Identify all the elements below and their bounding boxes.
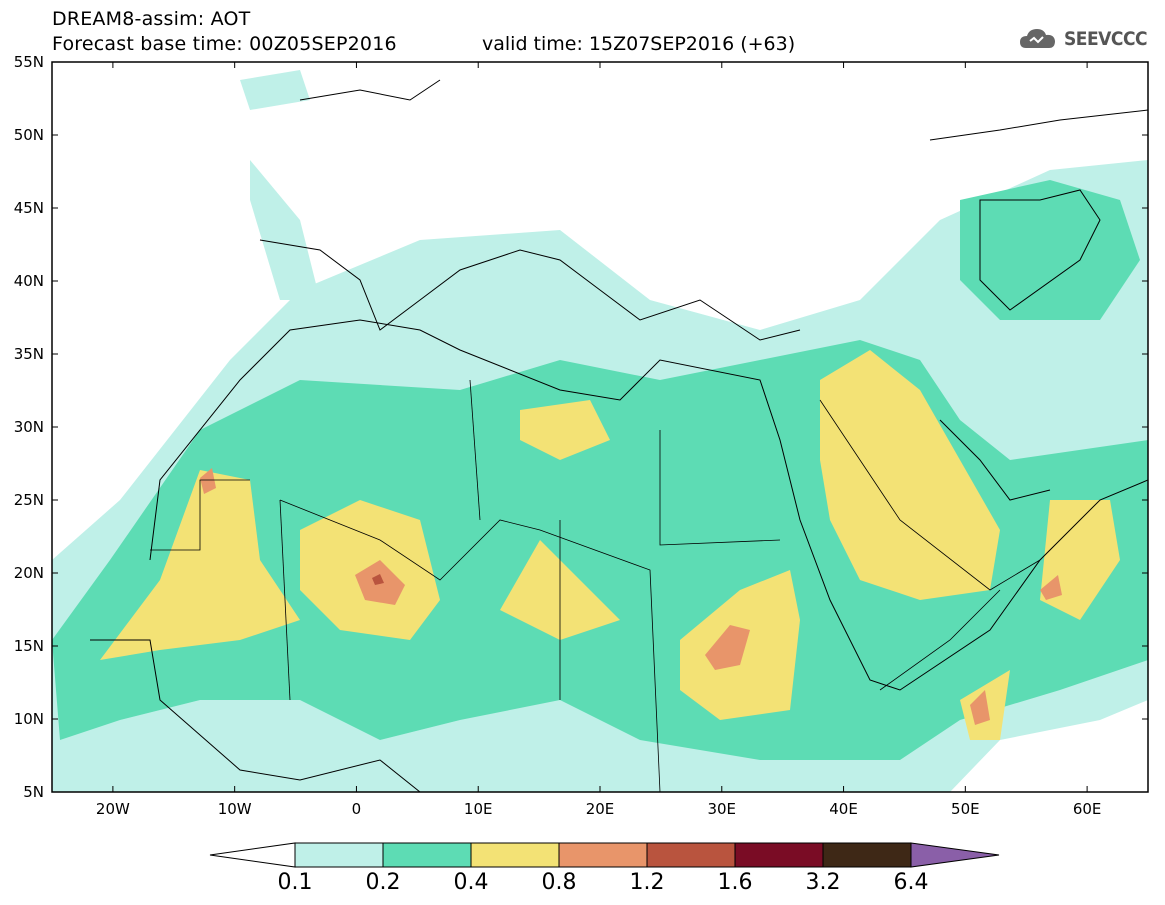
- colorbar-swatch: [734, 842, 824, 868]
- lat-label: 20N: [13, 564, 44, 582]
- lat-label: 5N: [23, 783, 44, 801]
- lat-label: 10N: [13, 710, 44, 728]
- colorbar-label: 0.4: [453, 870, 489, 895]
- lat-label: 40N: [13, 272, 44, 290]
- forecast-base-time: Forecast base time: 00Z05SEP2016: [52, 33, 397, 55]
- colorbar-swatch: [558, 842, 648, 868]
- lat-label: 55N: [13, 53, 44, 71]
- colorbar-swatch: [822, 842, 912, 868]
- borders: [150, 379, 1041, 792]
- colorbar-high-arrow: [910, 842, 1000, 868]
- logo-text: SEEVCCC: [1064, 28, 1148, 50]
- lat-label: 30N: [13, 418, 44, 436]
- colorbar-swatch: [382, 842, 472, 868]
- lon-label: 10E: [463, 800, 493, 818]
- colorbar-label: 3.2: [805, 870, 841, 895]
- lat-label: 35N: [13, 345, 44, 363]
- lon-label: 20W: [95, 800, 130, 818]
- map-title: DREAM8-assim: AOT: [52, 8, 251, 30]
- colorbar-swatch: [646, 842, 736, 868]
- aot-field: [52, 62, 1148, 792]
- lon-label: 0: [351, 800, 362, 818]
- lon-label: 20E: [585, 800, 615, 818]
- cloud-icon: [1020, 29, 1055, 48]
- colorbar-label: 1.6: [717, 870, 753, 895]
- colorbar-swatch: [470, 842, 560, 868]
- lon-label: 30E: [707, 800, 737, 818]
- aot-contour-1.2: [372, 574, 384, 585]
- lat-label: 45N: [13, 199, 44, 217]
- lat-label: 25N: [13, 491, 44, 509]
- coastlines: [90, 79, 1148, 792]
- lon-label: 10W: [217, 800, 252, 818]
- colorbar-label: 0.1: [277, 870, 313, 895]
- colorbar-label: 0.8: [541, 870, 577, 895]
- lat-label: 50N: [13, 126, 44, 144]
- valid-time: valid time: 15Z07SEP2016 (+63): [482, 33, 796, 55]
- colorbar-label: 6.4: [893, 870, 929, 895]
- lon-label: 60E: [1072, 800, 1102, 818]
- colorbar-label: 1.2: [629, 870, 665, 895]
- colorbar-label: 0.2: [365, 870, 401, 895]
- colorbar-low-arrow: [209, 842, 296, 868]
- aot-contour-0.4: [100, 470, 300, 660]
- lon-label: 50E: [951, 800, 980, 818]
- lat-label: 15N: [13, 637, 44, 655]
- colorbar-swatch: [294, 842, 384, 868]
- lon-label: 40E: [829, 800, 858, 818]
